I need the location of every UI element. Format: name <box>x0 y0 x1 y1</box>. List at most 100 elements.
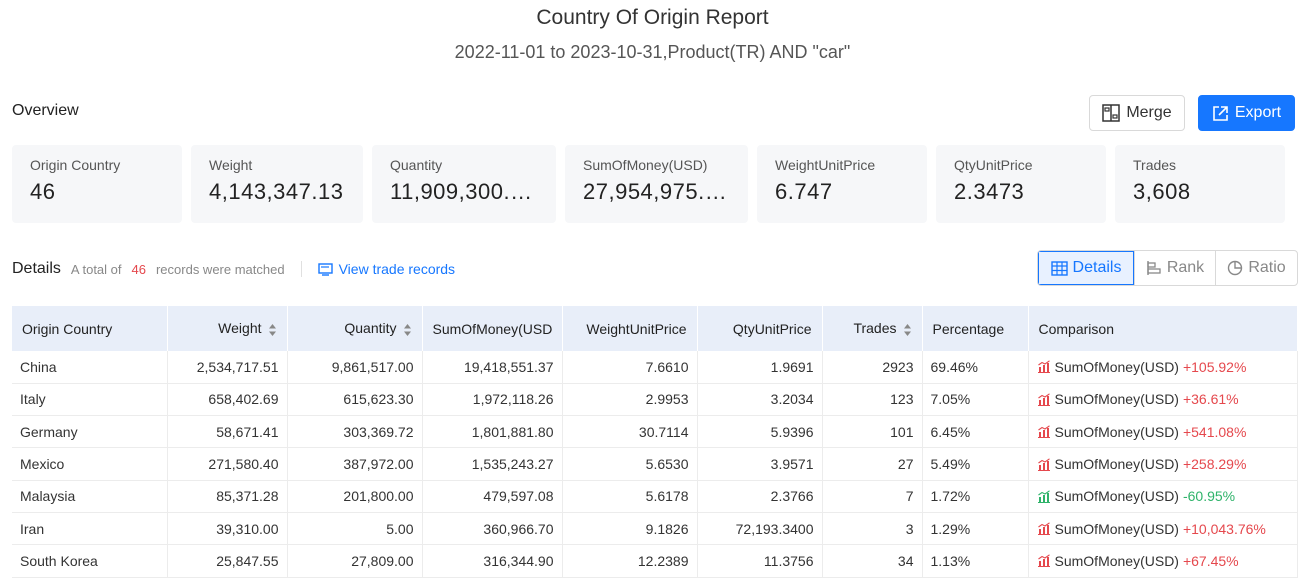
merge-button[interactable]: Merge <box>1089 95 1185 131</box>
trend-up-chart-icon <box>1037 457 1050 471</box>
cell-comparison: SumOfMoney(USD) +258.29% <box>1028 447 1298 481</box>
cell-trades: 123 <box>822 383 923 417</box>
col-percentage[interactable]: Percentage <box>922 306 1029 351</box>
stat-label: SumOfMoney(USD) <box>583 157 708 173</box>
rank-icon <box>1147 261 1161 275</box>
col-label: QtyUnitPrice <box>732 320 812 337</box>
sort-icon[interactable] <box>903 323 912 337</box>
comparison-value: -60.95% <box>1182 488 1236 505</box>
details-total-prefix: A total of <box>70 261 122 277</box>
cell-origin-country: Mexico <box>12 447 168 481</box>
cell-origin-country: Italy <box>12 383 168 417</box>
stat-label: Origin Country <box>30 157 121 173</box>
cell-percentage: 69.46% <box>922 351 1029 384</box>
comparison-label: SumOfMoney(USD) <box>1054 423 1179 440</box>
cell-percentage: 1.72% <box>922 480 1029 513</box>
col-label: SumOfMoney(USD <box>432 320 553 337</box>
cell-trades: 3 <box>822 512 923 546</box>
col-sum-of-money[interactable]: SumOfMoney(USD <box>422 306 563 351</box>
cell-qty-unit-price: 1.9691 <box>697 351 823 384</box>
cell-qty-unit-price: 11.3756 <box>697 544 823 578</box>
cell-comparison: SumOfMoney(USD) +67.45% <box>1028 544 1298 578</box>
table-row[interactable]: Italy 658,402.69 615,623.30 1,972,118.26 2.9… <box>12 383 1298 417</box>
stat-value: 46 <box>30 179 56 204</box>
cell-quantity: 27,809.00 <box>287 544 423 578</box>
table-row[interactable]: Mexico 271,580.40 387,972.00 1,535,243.27 5.… <box>12 447 1298 481</box>
table-row[interactable]: Malaysia 85,371.28 201,800.00 479,597.08 5.6… <box>12 480 1298 513</box>
col-comparison[interactable]: Comparison <box>1028 306 1298 351</box>
cell-quantity: 387,972.00 <box>287 447 423 481</box>
col-origin-country[interactable]: Origin Country <box>12 306 168 351</box>
cell-sum-of-money: 19,418,551.37 <box>422 351 563 384</box>
cell-percentage: 7.05% <box>922 383 1029 417</box>
tab-rank[interactable]: Rank <box>1134 251 1215 285</box>
view-trade-records-label: View trade records <box>338 261 456 277</box>
cell-comparison: SumOfMoney(USD) +36.61% <box>1028 383 1298 417</box>
comparison-value: +541.08% <box>1182 423 1247 440</box>
cell-sum-of-money: 316,344.90 <box>422 544 563 578</box>
cell-quantity: 201,800.00 <box>287 480 423 513</box>
report-title: Country Of Origin Report <box>536 6 769 29</box>
results-table: Origin Country Weight Quantity SumOfMone… <box>12 306 1298 578</box>
tab-ratio[interactable]: Ratio <box>1215 251 1297 285</box>
cell-weight-unit-price: 30.7114 <box>562 415 698 449</box>
col-label: Weight <box>218 320 262 337</box>
col-label: Trades <box>853 320 897 337</box>
cell-weight-unit-price: 12.2389 <box>562 544 698 578</box>
comparison-value: +258.29% <box>1182 456 1247 473</box>
comparison-label: SumOfMoney(USD) <box>1054 391 1179 408</box>
cell-qty-unit-price: 2.3766 <box>697 480 823 513</box>
merge-icon <box>1102 104 1121 122</box>
col-trades[interactable]: Trades <box>822 306 923 351</box>
comparison-label: SumOfMoney(USD) <box>1054 520 1179 537</box>
tab-ratio-label: Ratio <box>1248 259 1286 276</box>
table-row[interactable]: China 2,534,717.51 9,861,517.00 19,418,551.… <box>12 351 1298 384</box>
cell-weight-unit-price: 9.1826 <box>562 512 698 546</box>
table-row[interactable]: South Korea 25,847.55 27,809.00 316,344.90 1… <box>12 544 1298 578</box>
stat-weight-unit-price: WeightUnitPrice 6.747 <box>757 145 927 223</box>
cell-quantity: 9,861,517.00 <box>287 351 423 384</box>
col-weight[interactable]: Weight <box>167 306 288 351</box>
cell-weight: 25,847.55 <box>167 544 288 578</box>
comparison-label: SumOfMoney(USD) <box>1054 552 1179 569</box>
details-total-suffix: records were matched <box>155 261 285 277</box>
col-quantity[interactable]: Quantity <box>287 306 423 351</box>
col-weight-unit-price[interactable]: WeightUnitPrice <box>562 306 698 351</box>
trend-down-chart-icon <box>1037 490 1050 503</box>
col-qty-unit-price[interactable]: QtyUnitPrice <box>697 306 823 351</box>
view-trade-records-link[interactable]: View trade records <box>317 261 456 277</box>
tab-details[interactable]: Details <box>1038 251 1134 285</box>
cell-weight: 85,371.28 <box>167 480 288 513</box>
trend-up-chart-icon <box>1037 554 1050 568</box>
export-button[interactable]: Export <box>1198 95 1295 131</box>
stat-label: Weight <box>209 157 253 173</box>
record-icon <box>317 262 333 276</box>
tab-rank-label: Rank <box>1166 259 1205 276</box>
cell-qty-unit-price: 3.2034 <box>697 383 823 417</box>
trend-up-chart-icon <box>1037 425 1050 439</box>
table-row[interactable]: Germany 58,671.41 303,369.72 1,801,881.80 30… <box>12 415 1298 449</box>
pie-chart-icon <box>1228 260 1243 276</box>
cell-percentage: 1.13% <box>922 544 1029 578</box>
col-label: Comparison <box>1038 320 1114 337</box>
cell-trades: 101 <box>822 415 923 449</box>
comparison-value: +67.45% <box>1182 552 1239 569</box>
col-label: WeightUnitPrice <box>586 320 687 337</box>
details-count: 46 <box>131 261 146 277</box>
cell-trades: 2923 <box>822 351 923 384</box>
stat-trades: Trades 3,608 <box>1115 145 1285 223</box>
sort-icon[interactable] <box>403 323 412 337</box>
stat-value: 4,143,347.13 <box>209 179 344 204</box>
comparison-value: +10,043.76% <box>1182 520 1266 537</box>
table-row[interactable]: Iran 39,310.00 5.00 360,966.70 9.1826 72,193.… <box>12 512 1298 546</box>
merge-label: Merge <box>1126 104 1172 121</box>
cell-origin-country: Iran <box>12 512 168 546</box>
col-label: Origin Country <box>22 320 113 337</box>
comparison-label: SumOfMoney(USD) <box>1054 456 1179 473</box>
cell-sum-of-money: 1,972,118.26 <box>422 383 563 417</box>
cell-sum-of-money: 1,801,881.80 <box>422 415 563 449</box>
cell-origin-country: China <box>12 351 168 384</box>
cell-weight: 271,580.40 <box>167 447 288 481</box>
sort-icon[interactable] <box>268 323 277 337</box>
cell-weight: 39,310.00 <box>167 512 288 546</box>
